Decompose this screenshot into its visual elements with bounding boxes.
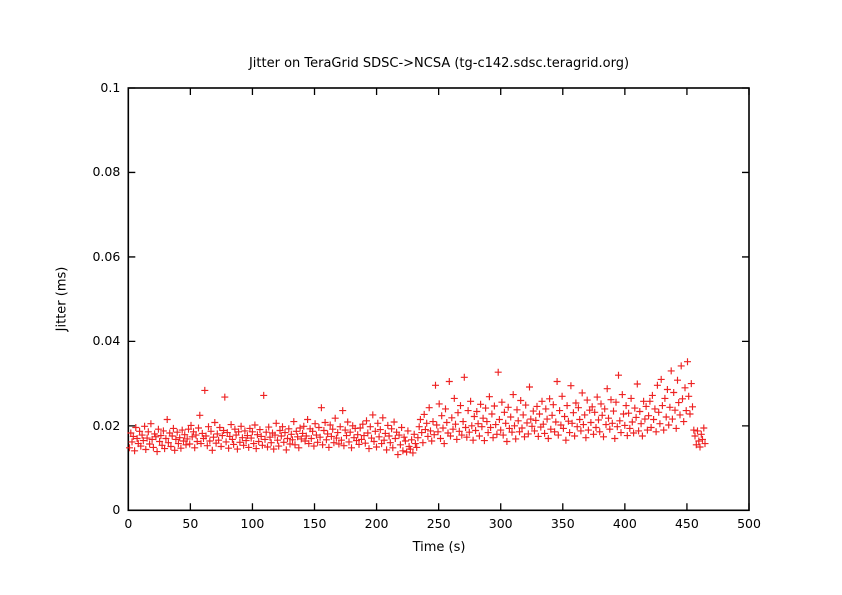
x-tick-label: 150 bbox=[302, 516, 327, 532]
y-axis-title: Jitter (ms) bbox=[54, 266, 70, 332]
x-tick-label: 500 bbox=[737, 516, 761, 532]
y-tick-label: 0.06 bbox=[92, 248, 121, 264]
y-tick-label: 0.04 bbox=[92, 333, 121, 349]
x-tick-label: 250 bbox=[426, 516, 451, 532]
y-tick-label: 0.1 bbox=[100, 80, 121, 95]
axis-ticks bbox=[127, 87, 750, 511]
chart-title: Jitter on TeraGrid SDSC->NCSA (tg-c142.s… bbox=[248, 56, 630, 71]
x-tick-label: 200 bbox=[364, 516, 389, 532]
x-tick-label: 0 bbox=[124, 516, 133, 532]
y-tick-label: 0 bbox=[112, 502, 121, 518]
data-points bbox=[126, 358, 709, 459]
x-tick-label: 50 bbox=[182, 516, 199, 532]
y-tick-label: 0.08 bbox=[92, 164, 121, 180]
x-tick-label: 300 bbox=[488, 516, 513, 532]
y-tick-label: 0.02 bbox=[92, 417, 121, 433]
x-tick-label: 400 bbox=[612, 516, 637, 532]
x-tick-label: 100 bbox=[240, 516, 265, 532]
x-tick-label: 450 bbox=[674, 516, 699, 532]
x-axis-title: Time (s) bbox=[412, 540, 466, 555]
x-tick-label: 350 bbox=[550, 516, 575, 532]
